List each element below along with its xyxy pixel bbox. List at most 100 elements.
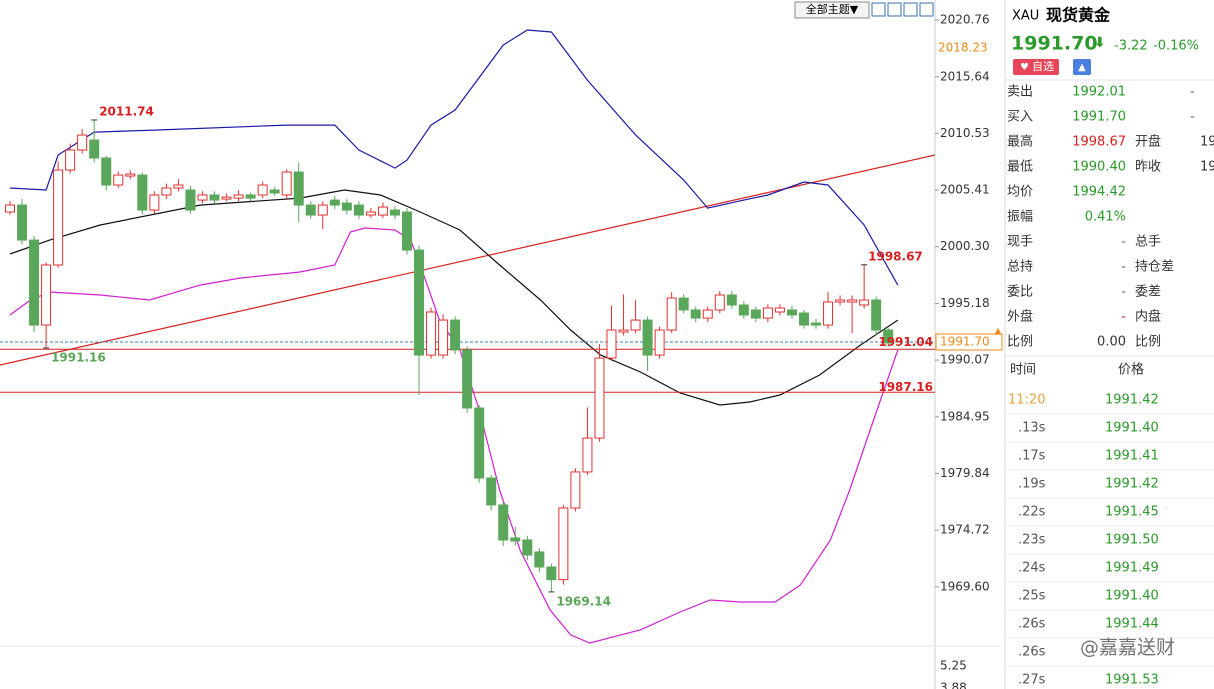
ticks-header: 价格: [1118, 362, 1144, 378]
row-label: 比例: [1007, 335, 1033, 350]
row-value: 1990.40: [1072, 160, 1126, 175]
tick-price: 1991.41: [1105, 449, 1159, 464]
extreme-label: 1998.67: [868, 249, 923, 263]
row-value: 0.41%: [1085, 210, 1126, 225]
change-pct: -0.16%: [1153, 39, 1199, 54]
heart-icon[interactable]: ♥: [1020, 62, 1029, 73]
candle-body: [293, 171, 304, 206]
tool-icon[interactable]: [871, 2, 886, 17]
candle-body: [317, 204, 328, 216]
row-label2: 委差: [1135, 285, 1161, 300]
row-label: 最低: [1007, 160, 1033, 175]
tick-time: .27s: [1018, 673, 1046, 688]
watch-button[interactable]: [1013, 59, 1059, 75]
candle-body: [762, 307, 773, 319]
tick-time: .23s: [1018, 533, 1046, 548]
candle-body: [798, 312, 809, 326]
y-tick-label: 1974.72: [940, 523, 990, 537]
tick-price: 1991.49: [1105, 561, 1159, 576]
price-flag: ▲: [995, 326, 1002, 336]
y-tick-label: 2000.30: [940, 239, 990, 253]
row-label: 总持: [1007, 260, 1033, 275]
row-value2: 19: [1200, 135, 1214, 150]
candle-body: [341, 202, 352, 211]
tick-price: 1991.40: [1105, 421, 1159, 436]
candle-body: [245, 194, 256, 199]
tool-icon[interactable]: [919, 2, 934, 17]
row-label2: 持仓差: [1135, 260, 1174, 275]
candle-body: [486, 477, 497, 506]
candle-body: [197, 194, 208, 201]
last-price-label: 1991.70: [940, 334, 990, 348]
row-value: -: [1121, 235, 1126, 250]
bell-icon[interactable]: ▲: [1078, 62, 1086, 73]
row-value: 1991.70: [1072, 110, 1126, 125]
tick-price: 1991.50: [1105, 533, 1159, 548]
tick-time: .19s: [1018, 477, 1046, 492]
y-tick-label: 1969.60: [940, 579, 990, 593]
candle-body: [690, 309, 701, 319]
tick-price: 1991.44: [1105, 617, 1159, 632]
tick-time: .17s: [1018, 449, 1046, 464]
row-value2: 19: [1200, 160, 1214, 175]
volume-tick-label: 3.88: [940, 681, 967, 689]
down-arrow: ⬇: [1094, 35, 1106, 51]
candle-body: [161, 187, 172, 196]
candle-body: [534, 551, 545, 568]
band-line: [9, 29, 899, 286]
row-label2: 总手: [1135, 235, 1161, 250]
row-value: -: [1121, 310, 1126, 325]
tick-time: .26s: [1018, 617, 1046, 632]
candle-body: [353, 204, 364, 216]
candle-body: [835, 299, 846, 303]
extreme-label: 1969.14: [556, 594, 611, 608]
alert-button[interactable]: [1073, 59, 1091, 75]
candle-body: [209, 194, 220, 201]
tick-price: 1991.42: [1105, 477, 1159, 492]
tool-icon[interactable]: [903, 2, 918, 17]
candle-body: [137, 174, 148, 211]
ticks-header: 时间: [1010, 363, 1036, 378]
row-label: 委比: [1007, 285, 1033, 300]
candle-body: [582, 437, 593, 473]
candle-body: [257, 184, 268, 196]
row-label: 现手: [1007, 235, 1033, 250]
candle-body: [606, 329, 617, 359]
candle-body: [365, 211, 376, 216]
y-tick-label: 2015.64: [940, 69, 990, 83]
candle-body: [570, 471, 581, 509]
tick-time: .13s: [1018, 421, 1046, 436]
row-label: 最高: [1007, 134, 1033, 150]
candle-body: [438, 319, 449, 356]
row-value: 1998.67: [1072, 135, 1126, 150]
tool-icon[interactable]: [887, 2, 902, 17]
theme-button[interactable]: [794, 1, 870, 19]
candle-body: [738, 304, 749, 316]
row-value: 0.00: [1097, 335, 1126, 350]
y-tick-label: 1984.95: [940, 409, 990, 423]
watch-label[interactable]: 自选: [1032, 60, 1054, 73]
price: 1991.70: [1011, 33, 1098, 55]
row-value: -: [1121, 285, 1126, 300]
candle-body: [594, 357, 605, 439]
tick-time: .26s: [1018, 645, 1046, 660]
candle-body: [401, 211, 412, 251]
candle-body: [281, 171, 292, 196]
candle-body: [498, 504, 509, 541]
candle-body: [5, 204, 15, 213]
candle-body: [642, 319, 653, 356]
candle-body: [65, 149, 76, 171]
candle-body: [522, 539, 533, 556]
y-tick-label: 2010.53: [940, 126, 990, 140]
row-label2: 比例: [1135, 335, 1161, 350]
trendline: [0, 154, 935, 366]
candle-body: [53, 169, 64, 266]
theme-button-label[interactable]: 全部主题▼: [806, 2, 859, 16]
candle-body: [185, 189, 196, 211]
candle-body: [113, 174, 124, 186]
row-label2: 昨收: [1135, 160, 1161, 175]
candle-body: [847, 299, 858, 303]
row-label2: 开盘: [1135, 134, 1161, 150]
row-value: 1992.01: [1072, 85, 1126, 100]
